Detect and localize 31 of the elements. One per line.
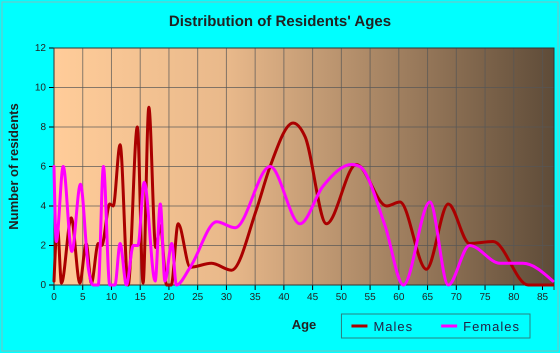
x-tick-label: 60 xyxy=(393,292,405,304)
x-tick-label: 50 xyxy=(336,292,348,304)
x-tick-label: 55 xyxy=(364,292,376,304)
x-tick-label: 45 xyxy=(307,292,319,304)
x-tick-label: 30 xyxy=(220,292,232,304)
x-tick-label: 10 xyxy=(106,292,118,304)
y-tick-label: 6 xyxy=(40,162,46,173)
x-tick-label: 70 xyxy=(450,292,462,304)
x-tick-label: 0 xyxy=(51,292,58,304)
legend-label: Females xyxy=(463,319,520,334)
line-series xyxy=(52,163,554,286)
x-axis-title: Age xyxy=(292,317,316,332)
x-tick-label: 40 xyxy=(278,292,290,304)
x-tick-label: 25 xyxy=(192,292,204,304)
legend-label: Males xyxy=(373,319,414,334)
y-tick-label: 8 xyxy=(40,122,46,134)
y-tick-label: 2 xyxy=(40,240,46,252)
y-tick-label: 4 xyxy=(40,201,46,212)
y-tick-label: 10 xyxy=(34,82,46,94)
x-tick-label: 65 xyxy=(422,292,434,304)
x-tick-label: 80 xyxy=(508,292,520,304)
x-tick-label: 35 xyxy=(250,292,262,304)
x-tick-label: 85 xyxy=(536,292,549,304)
chart-title: Distribution of Residents' Ages xyxy=(168,13,392,30)
x-tick-label: 75 xyxy=(479,292,492,304)
x-tick-label: 15 xyxy=(134,292,146,304)
x-tick-label: 5 xyxy=(80,292,86,304)
y-axis-title: Number of residents xyxy=(6,103,21,230)
x-tick-label: 20 xyxy=(163,292,175,304)
y-tick-label: 0 xyxy=(40,280,46,292)
y-tick-label: 12 xyxy=(34,43,46,54)
